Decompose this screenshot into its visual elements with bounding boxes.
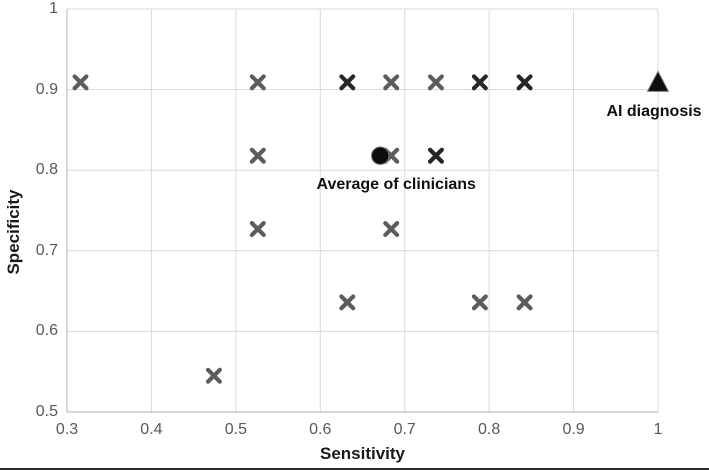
x-tick-label: 0.6 xyxy=(309,421,332,438)
average-clinicians-label: Average of clinicians xyxy=(316,175,476,193)
x-tick-label: 1 xyxy=(653,421,663,438)
clinician-marker xyxy=(471,294,488,311)
average-clinicians-marker xyxy=(371,146,390,165)
y-tick-label: 0.6 xyxy=(35,322,58,340)
y-tick-label: 0.7 xyxy=(35,241,58,259)
x-tick-label: 0.5 xyxy=(224,421,247,438)
clinician-marker xyxy=(339,74,356,91)
ai-diagnosis-label: AI diagnosis xyxy=(606,103,702,121)
ai-diagnosis-marker xyxy=(647,70,669,92)
clinician-marker xyxy=(249,147,266,164)
clinician-marker xyxy=(72,74,89,91)
clinician-marker xyxy=(383,221,400,238)
clinician-marker xyxy=(427,147,444,164)
y-tick-label: 1 xyxy=(49,0,58,17)
clinician-marker xyxy=(427,74,444,91)
x-tick-label: 0.3 xyxy=(55,421,79,438)
x-tick-label: 0.4 xyxy=(140,421,163,438)
y-tick-label: 0.5 xyxy=(35,403,58,420)
clinician-marker xyxy=(471,74,488,91)
x-tick-label: 0.8 xyxy=(478,421,501,438)
y-tick-label: 0.9 xyxy=(35,80,58,98)
clinician-marker xyxy=(516,294,533,311)
clinician-marker xyxy=(205,367,222,384)
clinician-marker xyxy=(249,221,266,238)
y-axis-title: Specificity xyxy=(4,189,23,275)
y-tick-label: 0.8 xyxy=(35,161,58,179)
clinician-marker xyxy=(383,74,400,91)
x-tick-label: 0.7 xyxy=(393,421,416,438)
clinician-marker xyxy=(249,74,266,91)
clinician-marker xyxy=(339,294,356,311)
x-tick-label: 0.9 xyxy=(562,421,585,438)
x-axis-title: Sensitivity xyxy=(319,444,406,463)
clinician-marker xyxy=(516,74,533,91)
